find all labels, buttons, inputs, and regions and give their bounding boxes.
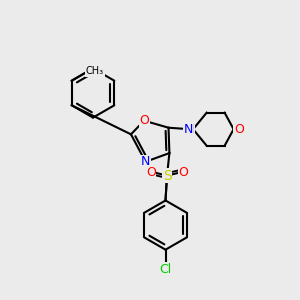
Text: S: S [163,169,171,183]
Text: Cl: Cl [159,263,172,276]
Text: CH₃: CH₃ [85,66,104,76]
Text: O: O [234,123,244,136]
Text: N: N [141,155,150,168]
Text: N: N [140,156,149,169]
Text: O: O [139,114,149,127]
Text: O: O [234,123,244,136]
Text: S: S [163,169,171,183]
Text: Cl: Cl [159,263,172,276]
Text: CH₃: CH₃ [86,66,104,76]
Text: O: O [178,166,188,179]
Text: N: N [183,123,193,136]
Text: O: O [146,166,156,179]
Text: O: O [140,114,150,127]
Text: O: O [146,166,156,179]
Text: O: O [178,166,188,179]
Text: N: N [185,123,194,136]
